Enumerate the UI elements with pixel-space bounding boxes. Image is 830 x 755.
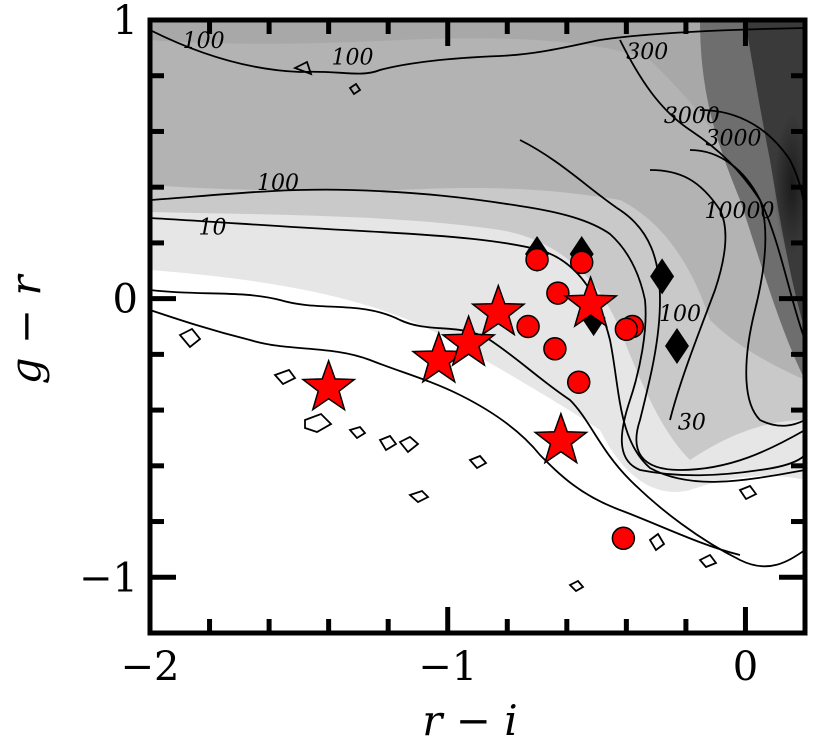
star-marker (562, 274, 619, 328)
circle-marker (614, 317, 639, 342)
x-tick-label: 0 (733, 644, 758, 690)
data-markers (300, 236, 689, 551)
contour-label: 3000 (664, 104, 720, 129)
plot-area (150, 20, 805, 633)
star-marker (440, 313, 497, 367)
contour-label: 30 (678, 411, 706, 436)
y-tick-label: −1 (79, 555, 138, 601)
circle-marker (566, 370, 591, 394)
contour-label: 100 (659, 302, 701, 327)
contour-label: 10000 (705, 199, 775, 224)
y-tick-label: 1 (113, 0, 138, 44)
plot-frame (147, 17, 808, 636)
axis-ticks (147, 17, 808, 636)
star-marker (470, 283, 527, 337)
y-tick-label: 0 (113, 277, 138, 323)
contour-label: 100 (331, 46, 373, 71)
x-tick-label: −2 (121, 644, 180, 690)
contour-label: 10 (199, 216, 227, 241)
circle-marker (516, 314, 540, 339)
circle-marker (525, 247, 549, 272)
star-marker (533, 411, 589, 465)
circle-marker (569, 250, 594, 275)
y-axis-label: g − r (1, 273, 50, 385)
diamond-marker (664, 328, 689, 365)
diamond-marker (650, 258, 675, 295)
contour-label: 100 (257, 171, 299, 196)
x-axis-label: r − i (422, 696, 517, 745)
density-background (150, 20, 805, 492)
circle-marker (546, 281, 570, 305)
tick-labels: −2 −1 010−1 (79, 0, 758, 690)
contour-label: 100 (183, 29, 225, 54)
contour-label: 3000 (706, 126, 762, 151)
circle-marker (611, 526, 636, 551)
circle-marker (543, 337, 567, 361)
x-tick-label: −1 (418, 644, 477, 690)
contour-label: 300 (626, 40, 668, 65)
star-marker (300, 358, 357, 412)
